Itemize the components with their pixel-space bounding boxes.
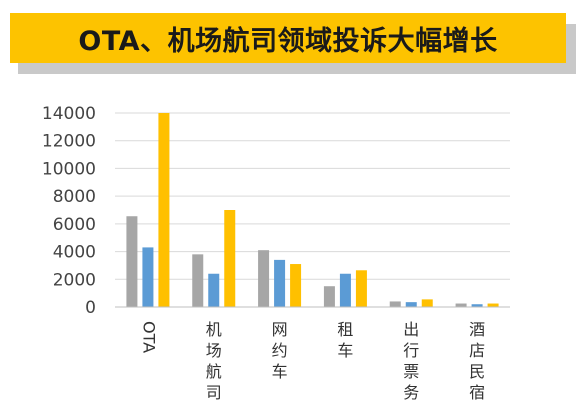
bars	[126, 113, 499, 307]
x-category-label: OTA	[139, 321, 158, 353]
bar	[339, 273, 351, 307]
bar	[126, 216, 138, 307]
bar	[290, 264, 302, 307]
y-tick-label: 0	[85, 298, 96, 318]
y-tick-label: 14000	[42, 104, 96, 124]
y-tick-label: 10000	[42, 159, 96, 179]
gridlines	[115, 112, 510, 280]
chart-title: OTA、机场航司领域投诉大幅增长	[78, 25, 498, 57]
bar	[274, 259, 286, 307]
y-tick-labels: 0 2000 4000 6000 8000 10000 12000 14000	[42, 104, 96, 318]
bar	[487, 303, 499, 307]
bar	[258, 250, 270, 307]
x-category-label: 酒店民宿	[469, 320, 485, 402]
bar	[192, 254, 204, 307]
bar	[142, 247, 154, 307]
title-banner: OTA、机场航司领域投诉大幅增长	[10, 13, 566, 63]
y-tick-label: 2000	[53, 270, 96, 290]
bar	[355, 270, 367, 307]
y-tick-label: 6000	[53, 215, 96, 235]
x-category-labels: OTA 机场航司 网约车 租车 出行票务 酒店民宿	[139, 320, 485, 402]
bar	[455, 303, 467, 307]
y-tick-label: 8000	[53, 187, 96, 207]
bar	[224, 210, 236, 307]
bar	[158, 113, 170, 307]
x-category-label: 网约车	[272, 320, 288, 381]
x-category-label: 租车	[337, 320, 353, 360]
y-tick-label: 4000	[53, 243, 96, 263]
bar	[389, 301, 401, 307]
x-category-label: 机场航司	[206, 320, 222, 402]
y-tick-label: 12000	[42, 132, 96, 152]
x-category-label: 出行票务	[403, 320, 419, 402]
bar	[323, 286, 335, 307]
bar	[405, 302, 417, 307]
bar	[421, 299, 433, 307]
bar	[471, 304, 483, 307]
bar	[208, 273, 220, 307]
